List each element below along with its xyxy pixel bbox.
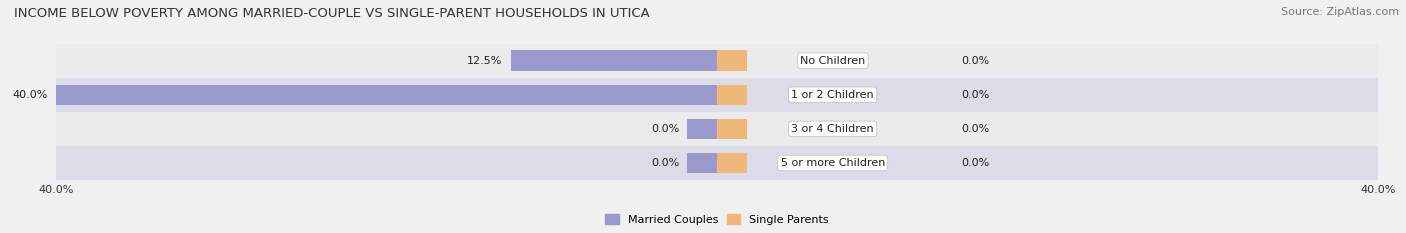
Text: 0.0%: 0.0% bbox=[962, 124, 990, 134]
Text: 0.0%: 0.0% bbox=[962, 90, 990, 100]
Bar bbox=[56, 85, 717, 105]
Text: 3 or 4 Children: 3 or 4 Children bbox=[792, 124, 875, 134]
Text: Source: ZipAtlas.com: Source: ZipAtlas.com bbox=[1281, 7, 1399, 17]
Bar bbox=[688, 119, 717, 139]
Text: 0.0%: 0.0% bbox=[962, 158, 990, 168]
Text: 5 or more Children: 5 or more Children bbox=[780, 158, 884, 168]
Text: 1 or 2 Children: 1 or 2 Children bbox=[792, 90, 875, 100]
Text: 0.0%: 0.0% bbox=[651, 124, 679, 134]
Text: 0.0%: 0.0% bbox=[962, 56, 990, 66]
Bar bbox=[717, 119, 747, 139]
Bar bbox=[510, 51, 717, 71]
Bar bbox=[688, 153, 717, 173]
Text: 12.5%: 12.5% bbox=[467, 56, 502, 66]
Bar bbox=[56, 44, 1378, 78]
Bar bbox=[56, 78, 1378, 112]
Text: 0.0%: 0.0% bbox=[651, 158, 679, 168]
Bar bbox=[56, 112, 1378, 146]
Bar bbox=[717, 153, 747, 173]
Text: 40.0%: 40.0% bbox=[13, 90, 48, 100]
Text: No Children: No Children bbox=[800, 56, 865, 66]
Bar bbox=[717, 85, 747, 105]
Text: INCOME BELOW POVERTY AMONG MARRIED-COUPLE VS SINGLE-PARENT HOUSEHOLDS IN UTICA: INCOME BELOW POVERTY AMONG MARRIED-COUPL… bbox=[14, 7, 650, 20]
Bar bbox=[56, 146, 1378, 180]
Legend: Married Couples, Single Parents: Married Couples, Single Parents bbox=[600, 210, 834, 229]
Bar bbox=[717, 51, 747, 71]
